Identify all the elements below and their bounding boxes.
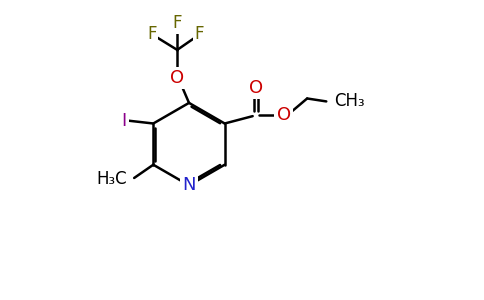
Text: O: O (276, 106, 291, 124)
Text: F: F (195, 25, 204, 43)
Text: I: I (121, 112, 126, 130)
Text: O: O (170, 69, 184, 87)
Text: H₃C: H₃C (96, 170, 127, 188)
Text: O: O (249, 79, 263, 97)
Text: F: F (148, 25, 157, 43)
Text: F: F (172, 14, 182, 32)
Text: N: N (182, 176, 196, 194)
Text: CH₃: CH₃ (333, 92, 364, 110)
